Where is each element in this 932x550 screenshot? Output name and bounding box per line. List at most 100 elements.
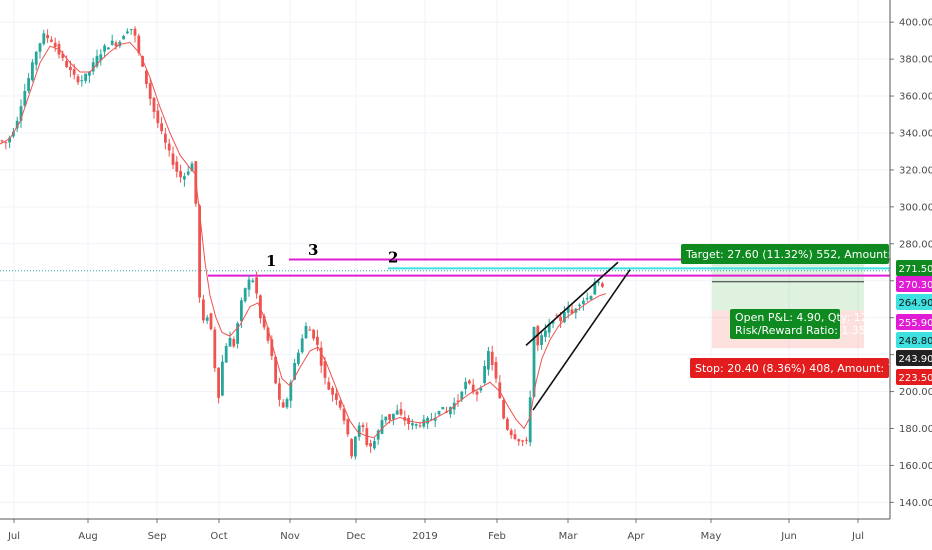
price-axis-label-bg: [896, 332, 932, 348]
candle-body: [12, 131, 15, 137]
candle-body: [479, 387, 483, 391]
candle-body: [373, 441, 376, 449]
pnl-line-1: Open P&L: 4.90, Qty: 12: [735, 311, 868, 324]
candle-body: [593, 282, 597, 295]
candle-body: [350, 439, 353, 457]
candle-body: [369, 443, 372, 447]
candle-body: [122, 35, 125, 40]
price-axis-label-text: 248.80: [899, 336, 932, 347]
candle-body: [475, 391, 479, 395]
candle-body: [259, 295, 262, 319]
moving-average-line: [0, 41, 607, 439]
candle-body: [232, 339, 236, 347]
candle-body: [274, 356, 277, 384]
candle-body: [76, 76, 80, 83]
candle-body: [84, 73, 87, 81]
candle-body: [160, 123, 163, 132]
candle-body: [597, 281, 600, 283]
candle-body: [289, 382, 293, 401]
candle-body: [502, 399, 505, 419]
candle-body: [464, 381, 467, 390]
candle-body: [0, 140, 4, 142]
candle-body: [460, 391, 464, 400]
candle-body: [559, 316, 562, 322]
candle-body: [38, 43, 42, 52]
month-label: Jul: [7, 531, 20, 542]
candle-body: [380, 420, 384, 434]
candle-body: [566, 307, 570, 313]
price-axis-label: 255.90: [896, 314, 932, 330]
candle-body: [323, 361, 327, 378]
candle-body: [300, 338, 304, 353]
wedge-trendlines[interactable]: [525, 261, 631, 411]
candle-body: [65, 61, 68, 68]
price-axis[interactable]: 400.00 380.00 360.00 340.00 320.00 300.00 280.…: [889, 0, 932, 519]
month-label: Oct: [210, 531, 227, 542]
candle-body: [205, 317, 209, 321]
target-label-bg: [681, 244, 889, 264]
candle-body: [50, 39, 53, 42]
candle-body: [357, 425, 361, 437]
candle-body: [422, 419, 426, 427]
candle-body: [589, 296, 593, 300]
candle-body: [171, 153, 175, 165]
candle-body: [221, 361, 224, 396]
candle-body: [262, 316, 266, 328]
candle-body: [354, 436, 357, 457]
candle-body: [342, 408, 346, 421]
candle-body: [555, 315, 559, 317]
candle-body: [23, 90, 27, 106]
candle-body: [156, 110, 160, 124]
wave-label-1: 1: [266, 252, 276, 270]
wedge-line-2[interactable]: [532, 269, 631, 411]
candle-body: [167, 143, 171, 151]
candle-body: [110, 40, 114, 45]
candle-body: [133, 28, 137, 36]
candle-body: [585, 298, 589, 300]
target-zone[interactable]: [712, 259, 864, 311]
candle-body: [532, 327, 536, 397]
price-tick-label: 380.00: [899, 55, 932, 66]
price-axis-label: 264.90: [896, 294, 932, 310]
candle-body: [209, 313, 213, 330]
candle-body: [456, 400, 460, 402]
price-axis-label: 243.90: [896, 350, 932, 366]
price-axis-label: 223.50: [896, 369, 932, 385]
candle-body: [498, 382, 502, 399]
time-axis[interactable]: Jul Aug Sep Oct Nov Dec 2019 Feb Mar Apr May Jun Jul: [0, 518, 890, 542]
candle-body: [69, 66, 72, 71]
candle-body: [270, 339, 274, 357]
candle-body: [80, 80, 84, 82]
candle-body: [582, 300, 585, 305]
month-label: Nov: [280, 531, 300, 542]
candle-body: [506, 418, 509, 430]
candle-body: [255, 277, 258, 294]
price-axis-label-text: 223.50: [899, 373, 932, 384]
candle-body: [61, 53, 65, 58]
candle-body: [418, 425, 422, 427]
candle-body: [278, 383, 281, 400]
candle-body: [365, 428, 369, 446]
candle-body: [72, 69, 76, 75]
wedge-line-1[interactable]: [525, 261, 619, 346]
candle-body: [304, 326, 308, 339]
candle-body: [183, 176, 186, 180]
candle-body: [490, 351, 494, 365]
candle-body: [34, 51, 38, 65]
month-label: Jul: [851, 531, 864, 542]
candle-body: [433, 417, 437, 421]
candle-body: [601, 283, 604, 287]
candle-body: [441, 407, 445, 410]
candle-body: [217, 367, 220, 398]
candle-body: [346, 419, 350, 435]
candle-body: [213, 329, 217, 369]
candle-body: [517, 439, 521, 442]
price-tick-label: 340.00: [899, 128, 932, 139]
position-labels: Target: 27.60 (11.32%) 552, Amount: 1331…: [681, 244, 932, 378]
month-label: Jun: [780, 531, 797, 542]
price-axis-label-text: 255.90: [899, 318, 932, 329]
candle-body: [145, 70, 148, 84]
price-axis-label-bg: [896, 314, 932, 330]
candle-body: [494, 361, 498, 379]
